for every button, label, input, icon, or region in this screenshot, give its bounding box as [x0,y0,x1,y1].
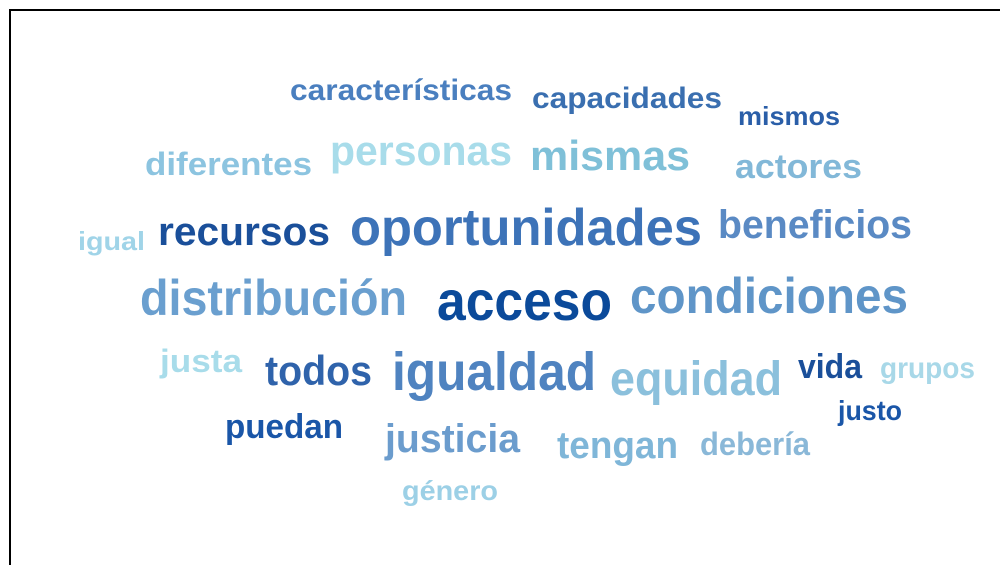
word: justicia [384,417,521,461]
word: acceso [437,269,612,332]
word: mismos [738,101,840,131]
word: recursos [158,210,330,254]
word: justa [159,343,242,379]
word: personas [330,127,512,174]
word: mismas [530,132,690,179]
word: todos [265,347,372,394]
word: puedan [225,408,343,446]
word: actores [735,148,862,186]
word: capacidades [532,82,722,115]
word: condiciones [630,268,908,324]
word: grupos [880,352,975,385]
words: características capacidades mismos diferent… [78,74,975,506]
word: oportunidades [350,199,702,257]
word: justo [837,395,902,426]
word: diferentes [145,146,312,182]
frame [9,9,1000,565]
word: equidad [610,353,782,406]
word: características [290,74,512,107]
word: género [402,475,498,506]
word: debería [700,426,810,462]
word: tengan [557,425,678,467]
word: igual [78,226,145,256]
word: distribución [140,270,407,326]
word: igualdad [392,342,596,402]
word: vida [798,348,863,386]
word: beneficios [718,203,912,247]
